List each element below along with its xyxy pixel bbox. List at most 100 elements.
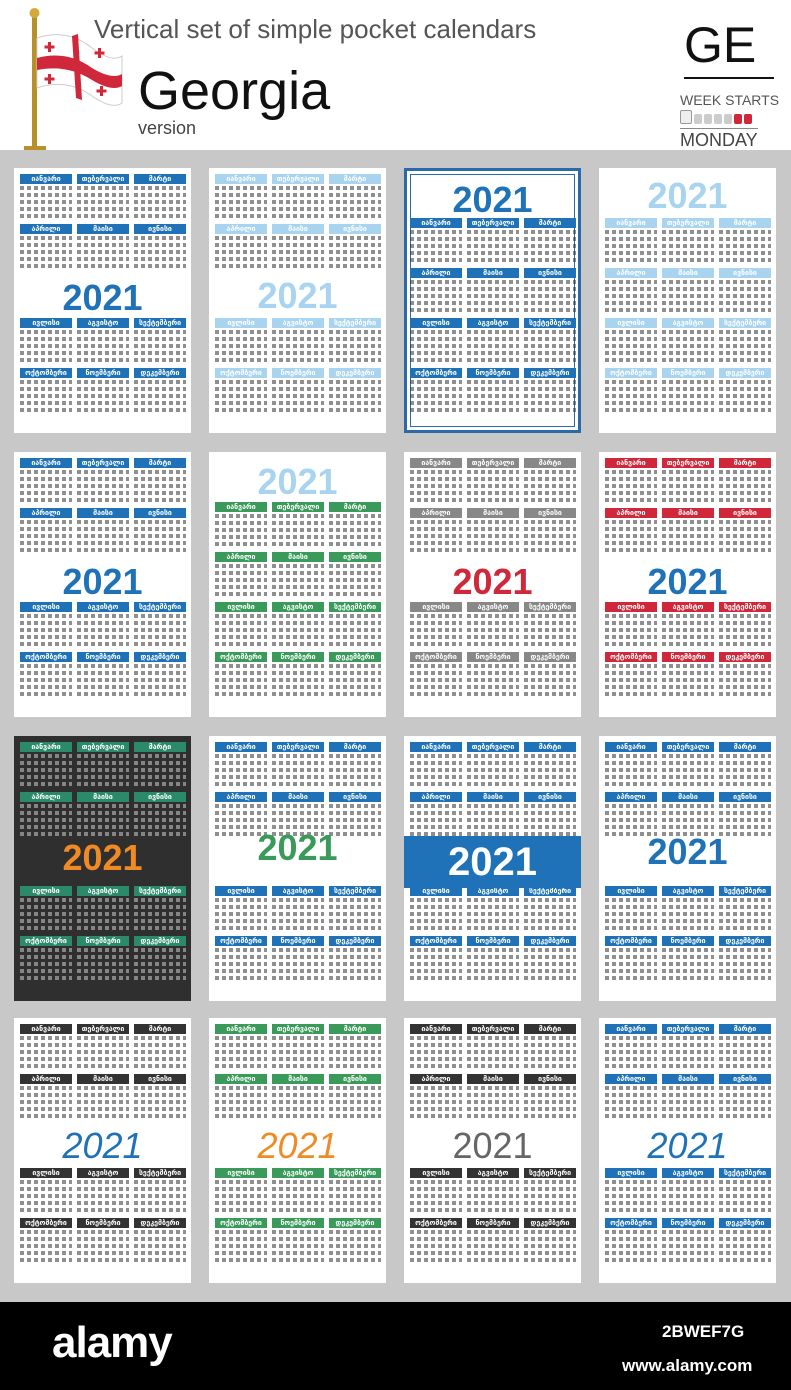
month-name: ოქტომბერი bbox=[410, 1218, 462, 1228]
day-grid bbox=[410, 754, 462, 786]
day-grid bbox=[329, 514, 381, 546]
month-name: დეკემბერი bbox=[329, 936, 381, 946]
month-block: ოქტომბერი bbox=[605, 652, 657, 704]
day-grid bbox=[719, 948, 771, 980]
day-grid bbox=[467, 280, 519, 312]
month-block: ოქტომბერი bbox=[215, 936, 267, 988]
month-name: თებერვალი bbox=[272, 502, 324, 512]
day-grid bbox=[410, 330, 462, 362]
month-name: ივლისი bbox=[410, 602, 462, 612]
day-grid bbox=[467, 230, 519, 262]
month-name: ნოემბერი bbox=[662, 936, 714, 946]
month-name: ოქტომბერი bbox=[410, 936, 462, 946]
month-name: დეკემბერი bbox=[524, 652, 576, 662]
day-grid bbox=[467, 1036, 519, 1068]
month-name: იანვარი bbox=[20, 1024, 72, 1034]
country-title: Georgia bbox=[138, 61, 331, 121]
day-grid bbox=[467, 948, 519, 980]
month-block: მაისი bbox=[77, 1074, 129, 1126]
month-name: ივნისი bbox=[134, 1074, 186, 1084]
month-name: თებერვალი bbox=[467, 218, 519, 228]
month-block: თებერვალი bbox=[272, 502, 324, 554]
month-block: თებერვალი bbox=[467, 1024, 519, 1076]
day-grid bbox=[662, 1036, 714, 1068]
month-name: ივნისი bbox=[134, 224, 186, 234]
month-block: აპრილი bbox=[605, 268, 657, 320]
month-name: სექტემბერი bbox=[329, 886, 381, 896]
month-block: ივნისი bbox=[329, 552, 381, 604]
month-name: თებერვალი bbox=[272, 174, 324, 184]
month-name: ივლისი bbox=[410, 318, 462, 328]
month-name: მაისი bbox=[272, 224, 324, 234]
day-grid bbox=[77, 330, 129, 362]
month-block: მაისი bbox=[272, 792, 324, 844]
month-name: აგვისტო bbox=[77, 1168, 129, 1178]
month-name: იანვარი bbox=[605, 742, 657, 752]
month-block: მაისი bbox=[662, 508, 714, 560]
month-name: ივნისი bbox=[719, 268, 771, 278]
day-grid bbox=[77, 664, 129, 696]
day-grid bbox=[272, 898, 324, 930]
day-grid bbox=[605, 230, 657, 262]
month-block: დეკემბერი bbox=[719, 936, 771, 988]
month-name: იანვარი bbox=[410, 218, 462, 228]
day-grid bbox=[77, 1086, 129, 1118]
day-grid bbox=[272, 754, 324, 786]
month-name: ივნისი bbox=[719, 508, 771, 518]
month-name: ივლისი bbox=[605, 318, 657, 328]
month-block: ივლისი bbox=[605, 318, 657, 370]
footer bbox=[0, 1302, 791, 1390]
month-block: აპრილი bbox=[20, 224, 72, 276]
month-block: დეკემბერი bbox=[719, 652, 771, 704]
day-grid bbox=[329, 186, 381, 218]
month-name: მაისი bbox=[77, 508, 129, 518]
month-block: მარტი bbox=[329, 742, 381, 794]
day-grid bbox=[134, 236, 186, 268]
month-block: აგვისტო bbox=[662, 318, 714, 370]
month-name: აპრილი bbox=[410, 508, 462, 518]
month-block: მაისი bbox=[662, 268, 714, 320]
day-grid bbox=[134, 520, 186, 552]
month-name: მარტი bbox=[134, 458, 186, 468]
day-grid bbox=[134, 804, 186, 836]
day-grid bbox=[524, 898, 576, 930]
month-name: აპრილი bbox=[20, 1074, 72, 1084]
day-grid bbox=[719, 1086, 771, 1118]
month-name: აპრილი bbox=[215, 1074, 267, 1084]
month-block: ივნისი bbox=[134, 792, 186, 844]
month-name: იანვარი bbox=[410, 742, 462, 752]
month-block: ივნისი bbox=[524, 268, 576, 320]
month-name: ივლისი bbox=[20, 318, 72, 328]
weekday-label: MONDAY bbox=[680, 128, 758, 150]
month-name: ნოემბერი bbox=[662, 652, 714, 662]
page-subtitle: Vertical set of simple pocket calendars bbox=[94, 14, 537, 44]
day-grid bbox=[77, 804, 129, 836]
month-block: მარტი bbox=[524, 742, 576, 794]
month-block: ივნისი bbox=[719, 1074, 771, 1126]
month-block: სექტემბერი bbox=[134, 602, 186, 654]
month-name: თებერვალი bbox=[77, 174, 129, 184]
day-grid bbox=[467, 1180, 519, 1212]
month-block: ნოემბერი bbox=[662, 936, 714, 988]
month-block: აგვისტო bbox=[662, 886, 714, 938]
month-name: აგვისტო bbox=[467, 886, 519, 896]
month-block: სექტემბერი bbox=[524, 318, 576, 370]
day-grid bbox=[524, 1086, 576, 1118]
month-block: მარტი bbox=[719, 1024, 771, 1076]
month-block: იანვარი bbox=[20, 458, 72, 510]
day-grid bbox=[77, 186, 129, 218]
month-block: აპრილი bbox=[410, 268, 462, 320]
day-grid bbox=[134, 614, 186, 646]
month-name: თებერვალი bbox=[77, 742, 129, 752]
day-grid bbox=[410, 470, 462, 502]
month-block: აგვისტო bbox=[77, 602, 129, 654]
year-label: 2021 bbox=[647, 831, 728, 872]
month-name: მარტი bbox=[524, 1024, 576, 1034]
month-block: აპრილი bbox=[20, 508, 72, 560]
month-name: მარტი bbox=[524, 742, 576, 752]
calendar-card: იანვარი თებერვალი მარტი აპრილი მაისი ივნისი ივ… bbox=[209, 736, 386, 1001]
month-block: მაისი bbox=[467, 1074, 519, 1126]
month-name: სექტემბერი bbox=[524, 602, 576, 612]
month-name: მაისი bbox=[467, 792, 519, 802]
day-grid bbox=[719, 664, 771, 696]
